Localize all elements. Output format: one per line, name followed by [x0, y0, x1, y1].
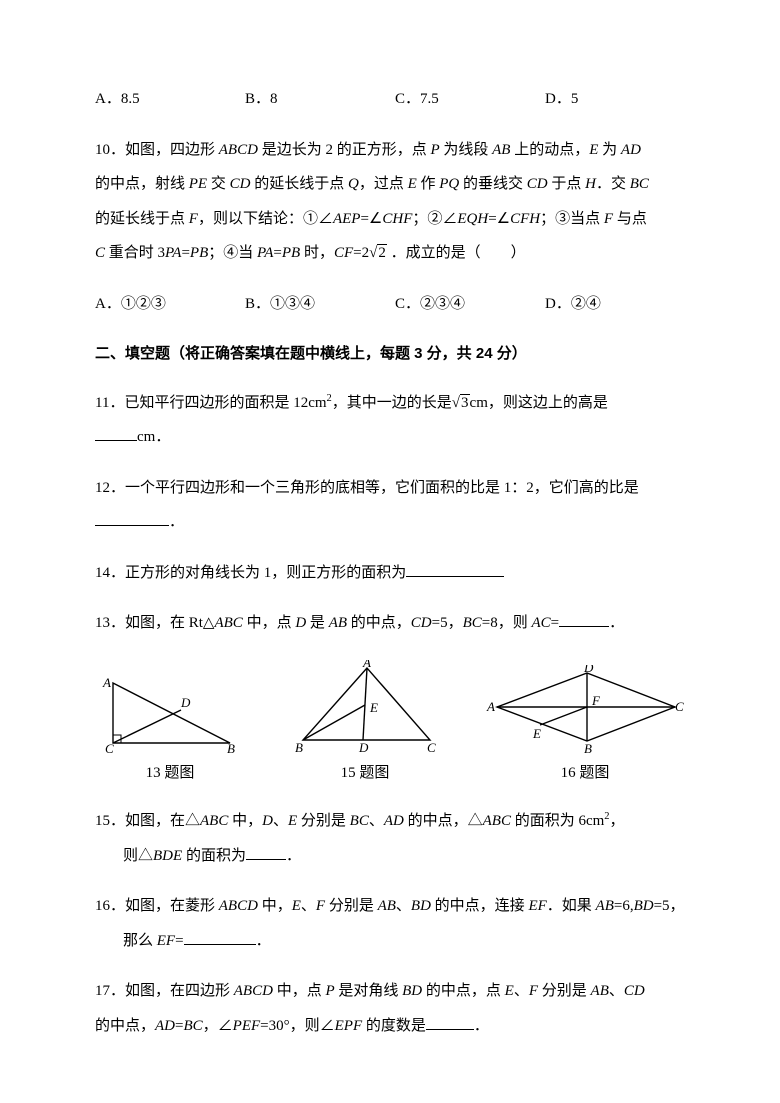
q10-stem-line2: 的中点，射线 PE 交 CD 的延长线于点 Q，过点 E 作 PQ 的垂线交 C… — [95, 170, 685, 199]
q10-stem-line4: C 重合时 3PA=PB；④当 PA=PB 时，CF=2√2 ．成立的是（ ） — [95, 239, 685, 268]
svg-text:E: E — [532, 726, 541, 741]
svg-text:B: B — [584, 741, 592, 755]
q11-blank[interactable] — [95, 440, 137, 441]
q14-blank[interactable] — [406, 576, 504, 577]
q11-line2: cm． — [95, 423, 685, 452]
q15-blank[interactable] — [246, 859, 286, 860]
svg-text:B: B — [295, 740, 303, 755]
figure-15-label: 15 题图 — [285, 759, 445, 788]
q9-options: A．8.5 B．8 C．7.5 D．5 — [95, 85, 685, 114]
figure-16-label: 16 题图 — [485, 759, 685, 788]
svg-text:B: B — [227, 741, 235, 755]
q15-line2: 则△BDE 的面积为． — [95, 842, 685, 871]
q14-line1: 14．正方形的对角线长为 1，则正方形的面积为 — [95, 559, 685, 588]
figure-13-label: 13 题图 — [95, 759, 245, 788]
figure-labels: 13 题图 15 题图 16 题图 — [95, 759, 685, 788]
q17-line1: 17．如图，在四边形 ABCD 中，点 P 是对角线 BD 的中点，点 E、F … — [95, 977, 685, 1006]
q11-line1: 11．已知平行四边形的面积是 12cm2，其中一边的长是√3cm，则这边上的高是 — [95, 389, 685, 418]
q10-stem-line3: 的延长线于点 F，则以下结论：①∠AEP=∠CHF；②∠EQH=∠CFH；③当点… — [95, 205, 685, 234]
svg-text:A: A — [486, 699, 495, 714]
q12-line1: 12．一个平行四边形和一个三角形的底相等，它们面积的比是 1：2，它们高的比是 — [95, 474, 685, 503]
q10-option-d: D．②④ — [545, 290, 695, 319]
q10-option-a: A．①②③ — [95, 290, 245, 319]
q9-option-a: A．8.5 — [95, 85, 245, 114]
svg-text:D: D — [180, 695, 191, 710]
q16-line2: 那么 EF=． — [95, 927, 685, 956]
q10-options: A．①②③ B．①③④ C．②③④ D．②④ — [95, 290, 685, 319]
q17-blank[interactable] — [426, 1029, 474, 1030]
svg-text:C: C — [427, 740, 436, 755]
svg-text:D: D — [583, 665, 594, 675]
q9-option-c: C．7.5 — [395, 85, 545, 114]
figure-15: A E B D C — [285, 660, 445, 755]
q17-line2: 的中点，AD=BC，∠PEF=30°，则∠EPF 的度数是． — [95, 1012, 685, 1041]
svg-text:A: A — [362, 660, 371, 670]
q10-option-b: B．①③④ — [245, 290, 395, 319]
q9-option-b: B．8 — [245, 85, 395, 114]
q16-blank[interactable] — [184, 944, 256, 945]
svg-text:C: C — [675, 699, 684, 714]
q12-blank[interactable] — [95, 525, 169, 526]
section2-header: 二、填空题（将正确答案填在题中横线上，每题 3 分，共 24 分） — [95, 340, 685, 369]
page-container: A．8.5 B．8 C．7.5 D．5 10．如图，四边形 ABCD 是边长为 … — [0, 0, 780, 1103]
q16-line1: 16．如图，在菱形 ABCD 中，E、F 分别是 AB、BD 的中点，连接 EF… — [95, 892, 685, 921]
q13-blank[interactable] — [559, 626, 609, 627]
q13-line1: 13．如图，在 Rt△ABC 中，点 D 是 AB 的中点，CD=5，BC=8，… — [95, 609, 685, 638]
svg-text:F: F — [591, 693, 601, 708]
q15-line1: 15．如图，在△ABC 中，D、E 分别是 BC、AD 的中点，△ABC 的面积… — [95, 807, 685, 836]
svg-text:D: D — [358, 740, 369, 755]
svg-text:E: E — [369, 700, 378, 715]
figure-13: A D C B — [95, 673, 245, 755]
q10-stem-line1: 10．如图，四边形 ABCD 是边长为 2 的正方形，点 P 为线段 AB 上的… — [95, 136, 685, 165]
figures-row: A D C B A E B D C — [95, 660, 685, 755]
q10-option-c: C．②③④ — [395, 290, 545, 319]
q12-line2: ． — [95, 508, 685, 537]
svg-text:A: A — [102, 675, 111, 690]
figure-16: D A C F E B — [485, 665, 685, 755]
q9-option-d: D．5 — [545, 85, 695, 114]
